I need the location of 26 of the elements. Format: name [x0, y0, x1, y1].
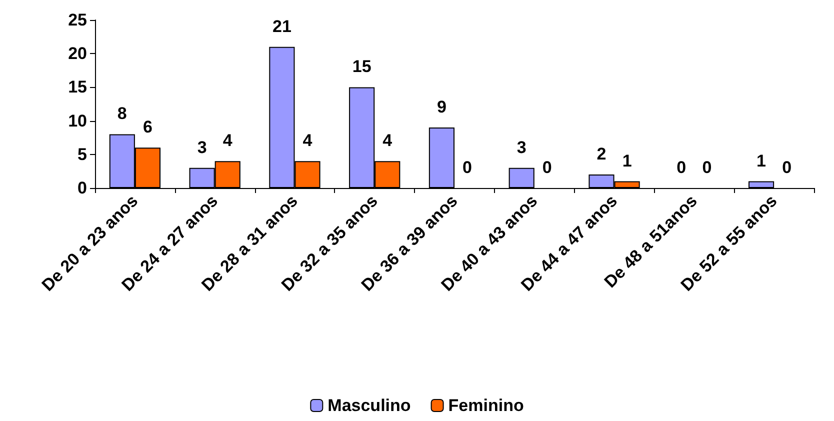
- y-tick-label: 0: [78, 178, 87, 198]
- data-label: 6: [142, 118, 152, 137]
- y-tick-label: 20: [68, 44, 87, 64]
- data-label: 0: [542, 158, 552, 177]
- y-tick-label: 15: [68, 78, 87, 97]
- data-label: 1: [622, 151, 632, 170]
- y-tick-label: 10: [68, 111, 87, 130]
- data-label: 3: [516, 138, 526, 157]
- data-label: 0: [462, 158, 472, 177]
- data-label: 2: [596, 144, 606, 164]
- legend-label: Masculino: [328, 396, 411, 415]
- data-label: 1: [756, 151, 766, 170]
- data-label: 21: [272, 16, 292, 36]
- data-label: 0: [702, 158, 712, 177]
- data-label: 9: [436, 98, 446, 117]
- data-label: 0: [782, 158, 792, 177]
- data-label: 4: [302, 131, 313, 150]
- data-label: 0: [676, 158, 686, 177]
- y-tick-label: 5: [78, 144, 87, 164]
- data-label: 3: [197, 138, 207, 157]
- legend-label: Feminino: [448, 396, 524, 415]
- data-label: 4: [382, 131, 393, 150]
- y-tick-label: 25: [68, 10, 87, 30]
- data-label: 15: [352, 57, 372, 76]
- data-label: 4: [222, 131, 233, 150]
- data-label: 8: [117, 104, 127, 124]
